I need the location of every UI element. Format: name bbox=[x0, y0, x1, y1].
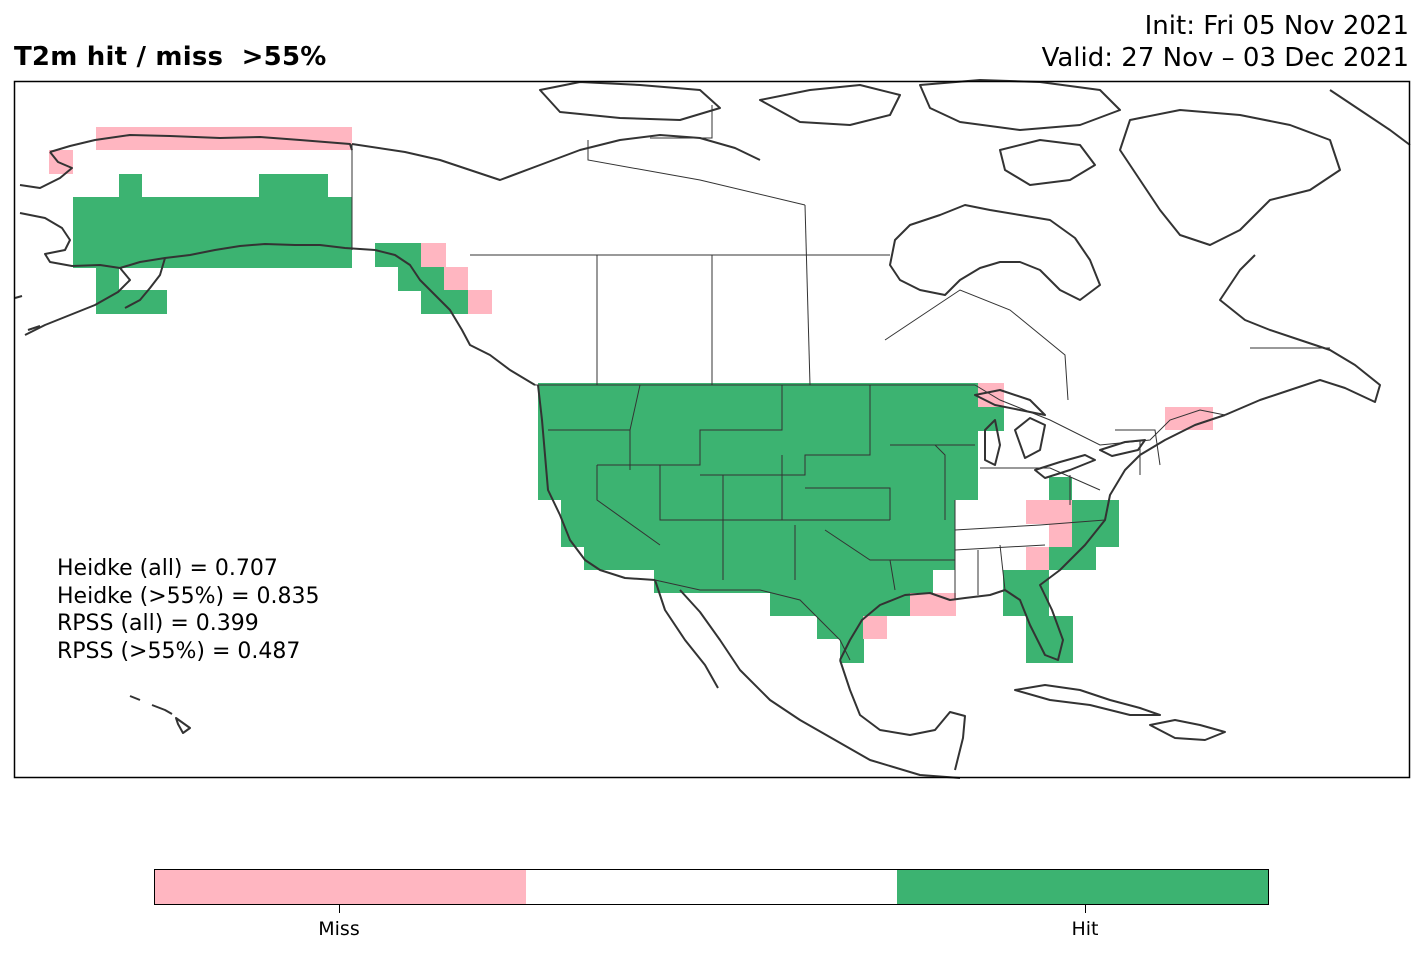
colorbar bbox=[154, 869, 1269, 905]
colorbar-label-miss: Miss bbox=[318, 918, 360, 940]
hit-cell bbox=[770, 593, 910, 616]
hit-cell bbox=[561, 500, 955, 547]
coastlines bbox=[14, 79, 1411, 779]
map-frame bbox=[13, 80, 1411, 779]
hit-cell bbox=[119, 174, 142, 198]
hit-cell bbox=[421, 267, 444, 291]
rpss-all: RPSS (all) = 0.399 bbox=[57, 611, 259, 636]
hit-cell bbox=[538, 383, 978, 500]
hit-cell bbox=[259, 174, 328, 198]
heidke-55: Heidke (>55%) = 0.835 bbox=[57, 583, 320, 609]
colorbar-neutral bbox=[526, 870, 897, 904]
colorbar-hit bbox=[897, 870, 1268, 904]
skill-scores: Heidke (all) = 0.707 Heidke (>55%) = 0.8… bbox=[57, 555, 320, 665]
hit-cell bbox=[73, 197, 352, 268]
miss-cell bbox=[444, 267, 468, 291]
hit-cell bbox=[978, 407, 1004, 431]
miss-cell bbox=[1026, 500, 1072, 524]
colorbar-tick-miss bbox=[339, 905, 340, 913]
miss-cell bbox=[1026, 547, 1049, 570]
hit-cell bbox=[96, 267, 119, 291]
colorbar-label-hit: Hit bbox=[1071, 918, 1099, 940]
miss-cell bbox=[1165, 407, 1213, 430]
rpss-55: RPSS (>55%) = 0.487 bbox=[57, 638, 301, 664]
date-labels: Init: Fri 05 Nov 2021 Valid: 27 Nov – 03… bbox=[1042, 10, 1409, 74]
miss-cell bbox=[421, 243, 446, 267]
hit-cell bbox=[398, 267, 421, 291]
colorbar-miss bbox=[155, 870, 526, 904]
heidke-all: Heidke (all) = 0.707 bbox=[57, 556, 278, 581]
hit-cell bbox=[584, 547, 955, 570]
miss-cell bbox=[468, 290, 492, 314]
hit-cell bbox=[1072, 524, 1119, 547]
miss-cell bbox=[863, 616, 887, 639]
hit-cell bbox=[1026, 616, 1073, 663]
miss-cell bbox=[910, 593, 956, 616]
hit-cell bbox=[817, 616, 863, 639]
hit-cell bbox=[654, 570, 933, 593]
hit-cell bbox=[421, 290, 444, 314]
political-borders bbox=[351, 105, 1330, 661]
hit-cell bbox=[1049, 477, 1072, 501]
hit-cell bbox=[1072, 500, 1119, 524]
hit-cell bbox=[910, 570, 933, 593]
map-title: T2m hit / miss >55% bbox=[14, 42, 327, 72]
colorbar-tick-hit bbox=[1085, 905, 1086, 913]
hit-cell bbox=[375, 243, 421, 267]
hit-cell bbox=[96, 290, 167, 314]
init-date: Init: Fri 05 Nov 2021 bbox=[1144, 11, 1409, 41]
hit-cell bbox=[444, 290, 468, 314]
miss-cell bbox=[1049, 524, 1072, 547]
valid-date: Valid: 27 Nov – 03 Dec 2021 bbox=[1041, 43, 1409, 73]
